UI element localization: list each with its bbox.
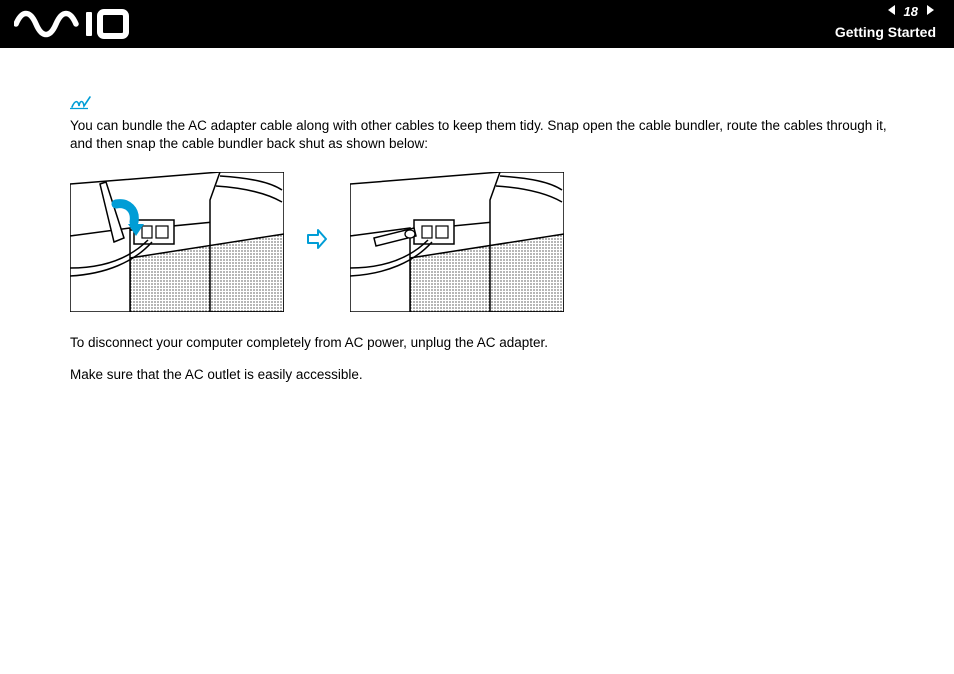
page-number: 18	[904, 4, 918, 19]
figure-bundler-open	[70, 172, 284, 312]
prev-page-arrow-icon[interactable]	[886, 4, 898, 19]
page-content: You can bundle the AC adapter cable alon…	[0, 48, 954, 384]
tip-text: You can bundle the AC adapter cable alon…	[70, 117, 898, 153]
handwriting-note-icon	[70, 94, 898, 115]
section-title: Getting Started	[835, 24, 936, 40]
page-header: 18 Getting Started	[0, 0, 954, 48]
figure-row	[70, 172, 898, 312]
next-page-arrow-icon[interactable]	[924, 4, 936, 19]
body-paragraph-1: To disconnect your computer completely f…	[70, 334, 898, 352]
vaio-logo	[14, 6, 132, 45]
page-nav: 18	[886, 4, 936, 19]
arrow-right-icon	[306, 228, 328, 255]
figure-bundler-closed	[350, 172, 564, 312]
body-paragraph-2: Make sure that the AC outlet is easily a…	[70, 366, 898, 384]
